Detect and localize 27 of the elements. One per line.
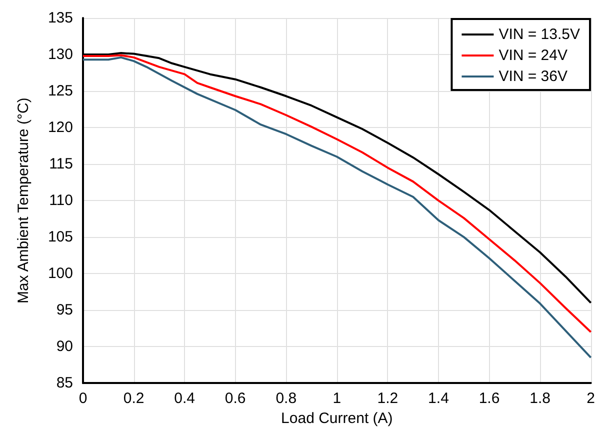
y-axis-title: Max Ambient Temperature (°C) <box>15 98 32 304</box>
y-tick-label: 115 <box>49 156 73 173</box>
x-tick-label: 1.2 <box>377 390 398 408</box>
x-tick-label: 1.8 <box>530 390 550 408</box>
y-tick-label: 125 <box>48 82 73 100</box>
x-tick-label: 0.2 <box>123 390 144 408</box>
y-tick-label: 100 <box>48 265 73 282</box>
x-tick-label: 1.4 <box>428 390 449 408</box>
y-tick-label: 120 <box>48 119 73 136</box>
legend-label: VIN = 24V <box>498 47 568 64</box>
y-tick-label: 130 <box>48 46 73 64</box>
x-tick-label: 1 <box>332 390 342 408</box>
y-tick-label: 85 <box>56 374 73 392</box>
x-axis-title: Load Current (A) <box>281 410 393 427</box>
legend-label: VIN = 36V <box>498 68 568 85</box>
y-tick-label: 135 <box>48 10 73 26</box>
x-tick-label: 1.6 <box>478 390 500 408</box>
x-tick-label: 0 <box>78 390 88 408</box>
x-tick-label: 0.8 <box>276 390 297 408</box>
x-tick-label: 0.6 <box>224 390 246 408</box>
legend-label: VIN = 13.5V <box>498 26 580 43</box>
x-tick-label: 2 <box>586 390 595 408</box>
y-tick-label: 110 <box>49 192 73 210</box>
y-tick-label: 90 <box>56 338 73 356</box>
x-tick-label: 0.4 <box>174 390 195 408</box>
y-tick-label: 105 <box>48 228 73 246</box>
y-tick-label: 95 <box>56 302 73 319</box>
